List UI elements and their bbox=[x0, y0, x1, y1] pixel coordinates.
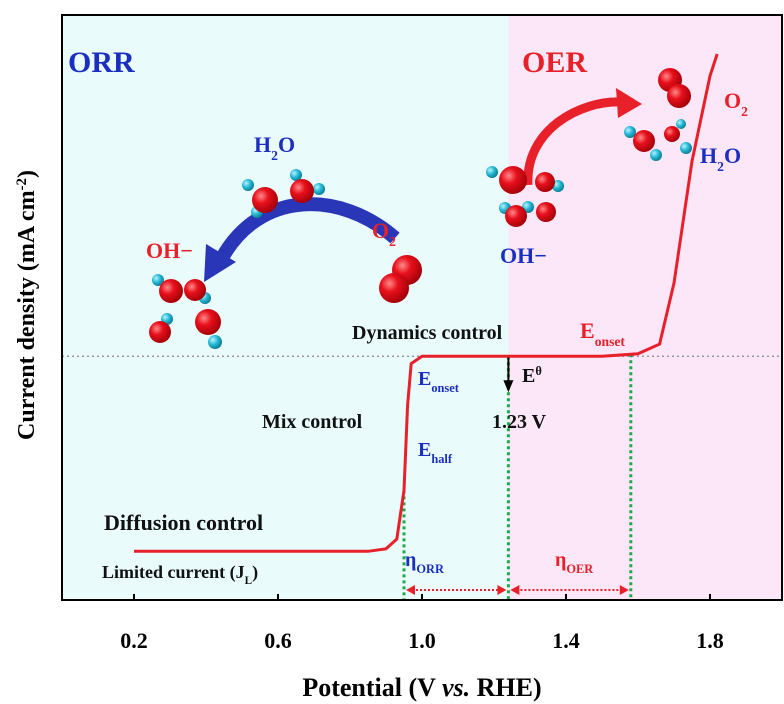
text-part: O bbox=[724, 143, 741, 168]
annotation: Dynamics control bbox=[352, 322, 503, 344]
text-part: half bbox=[431, 452, 453, 466]
text-part: -2 bbox=[14, 178, 30, 190]
text-part: η bbox=[405, 549, 416, 571]
text-part: Limited current (J bbox=[102, 562, 245, 583]
chart: 0.2 0.6 1.0 1.4 1.8 Potential (V vs. RHE) Curr… bbox=[0, 0, 784, 704]
text-part: Dynamics control bbox=[352, 322, 503, 344]
text-part: onset bbox=[595, 334, 626, 349]
x-tick-label: 1.8 bbox=[696, 628, 724, 653]
text-part: η bbox=[555, 549, 566, 571]
text-part: onset bbox=[431, 381, 459, 395]
text-part: Diffusion control bbox=[104, 510, 263, 535]
x-axis-label: Potential (V vs. RHE) bbox=[302, 673, 541, 702]
text-part: 1.23 V bbox=[492, 411, 547, 433]
text-part: ORR bbox=[416, 562, 445, 576]
text-part: OER bbox=[522, 46, 587, 79]
y-axis-label: Current density (mA cm-2) bbox=[14, 170, 40, 440]
text-part: E bbox=[418, 368, 431, 390]
text-part: O bbox=[372, 218, 389, 243]
text-part: H bbox=[254, 132, 271, 157]
text-part: θ bbox=[535, 364, 541, 378]
text-part: E bbox=[522, 365, 535, 387]
text-part: Potential (V bbox=[302, 673, 442, 702]
text-part: E bbox=[580, 318, 595, 343]
text-part: OER bbox=[566, 562, 594, 576]
annotation: OH− bbox=[500, 243, 547, 268]
text-part: vs. bbox=[442, 673, 470, 702]
text-part: RHE) bbox=[470, 673, 542, 702]
text-part: ORR bbox=[68, 46, 135, 79]
text-part: H bbox=[700, 143, 717, 168]
text-part: 2 bbox=[741, 104, 748, 119]
text-part: ) bbox=[252, 562, 258, 583]
text-part: OH− bbox=[146, 238, 193, 263]
annotation: 1.23 V bbox=[492, 411, 547, 433]
annotation: Mix control bbox=[262, 411, 363, 433]
text-part: O bbox=[278, 132, 295, 157]
text-part: Mix control bbox=[262, 411, 363, 433]
annotation: Diffusion control bbox=[104, 510, 263, 535]
annotation: ORR bbox=[68, 46, 135, 79]
x-tick-label: 1.4 bbox=[552, 628, 580, 653]
x-tick-label: 0.6 bbox=[264, 628, 292, 653]
text-part: L bbox=[245, 575, 252, 587]
text-part: OH− bbox=[500, 243, 547, 268]
text-part: 2 bbox=[389, 234, 396, 249]
text-part: E bbox=[418, 439, 431, 461]
annotation: OER bbox=[522, 46, 587, 79]
x-tick-label: 0.2 bbox=[120, 628, 148, 653]
text-part: ) bbox=[14, 170, 40, 178]
annotation: OH− bbox=[146, 238, 193, 263]
text-part: O bbox=[724, 88, 741, 113]
x-tick-label: 1.0 bbox=[408, 628, 436, 653]
text-part: Current density (mA cm bbox=[14, 190, 40, 440]
